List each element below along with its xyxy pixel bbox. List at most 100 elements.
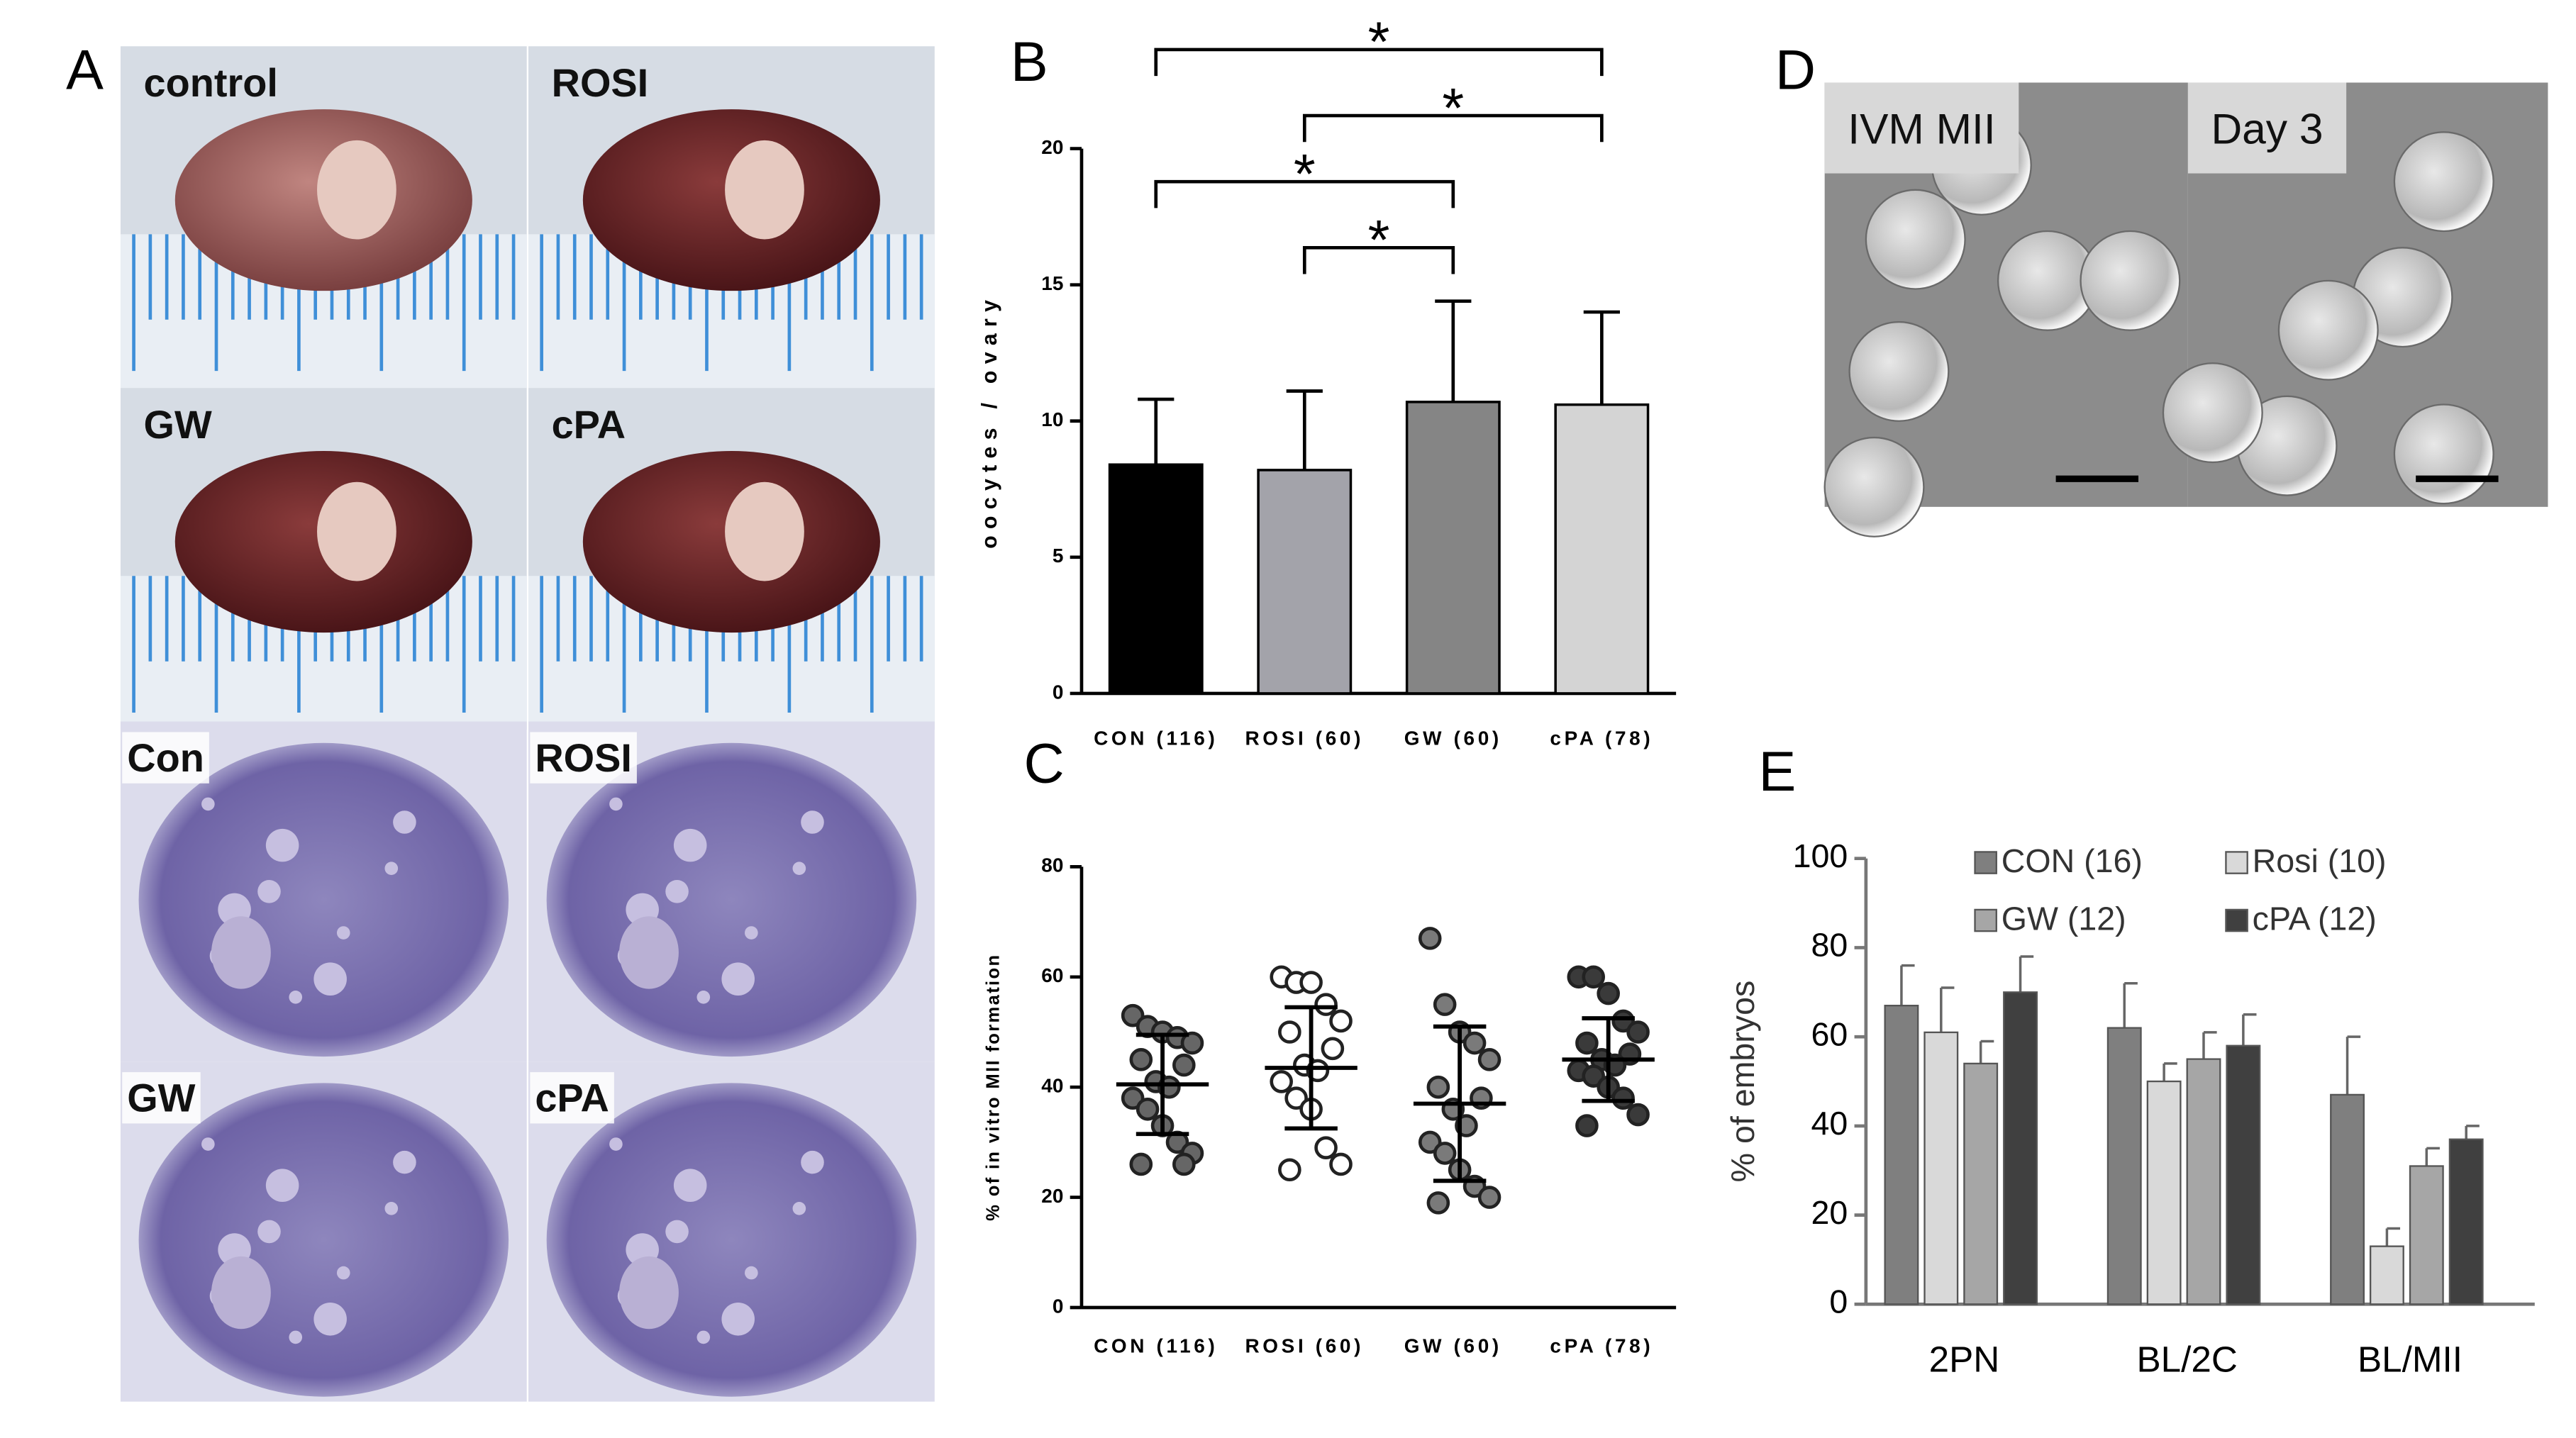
legend-swatch bbox=[2225, 851, 2248, 874]
follicle bbox=[673, 1169, 707, 1202]
follicle bbox=[313, 1303, 347, 1336]
follicle bbox=[801, 810, 824, 834]
ovary-section bbox=[546, 1083, 917, 1397]
x-tick-label: 2PN bbox=[1929, 1339, 2000, 1379]
micrograph-label: IVM MII bbox=[1848, 104, 1995, 152]
follicle bbox=[393, 1150, 416, 1174]
bar bbox=[2369, 1245, 2404, 1305]
panel-letter: A bbox=[66, 38, 104, 101]
legend-swatch bbox=[1974, 851, 1997, 874]
bar bbox=[2146, 1080, 2182, 1305]
data-point bbox=[1575, 1031, 1599, 1055]
oviduct bbox=[725, 140, 804, 240]
photo-label: GW bbox=[127, 1076, 195, 1120]
oviduct bbox=[725, 481, 804, 581]
follicle bbox=[609, 1137, 623, 1151]
x-tick-label: GW (60) bbox=[1404, 727, 1502, 749]
y-tick-label: 20 bbox=[1811, 1194, 1848, 1231]
follicle bbox=[792, 1202, 806, 1215]
oocyte bbox=[1823, 436, 1925, 537]
panel-letter: B bbox=[1011, 30, 1048, 93]
follicle bbox=[745, 926, 758, 940]
bar bbox=[1884, 1005, 1919, 1305]
corpus bbox=[619, 916, 679, 989]
legend-label: GW (12) bbox=[2002, 901, 2126, 937]
ovary-section bbox=[138, 1083, 509, 1397]
legend-swatch bbox=[1974, 908, 1997, 932]
follicle bbox=[289, 990, 303, 1004]
label-background bbox=[122, 732, 209, 784]
data-point bbox=[1278, 1158, 1301, 1182]
data-point bbox=[1433, 1142, 1457, 1165]
photo-label: ROSI bbox=[535, 735, 632, 780]
embryo bbox=[2162, 362, 2263, 464]
significance-bracket bbox=[1302, 113, 1604, 143]
follicle bbox=[696, 990, 711, 1004]
follicle bbox=[665, 880, 689, 903]
bar bbox=[2003, 991, 2038, 1305]
y-tick-label: 5 bbox=[1053, 545, 1064, 567]
follicle bbox=[721, 1303, 755, 1336]
x-tick-label: cPA (78) bbox=[1550, 1334, 1653, 1356]
data-point bbox=[1611, 1009, 1635, 1033]
label-background bbox=[122, 1072, 201, 1124]
follicle bbox=[201, 797, 215, 811]
embryo bbox=[2277, 279, 2379, 381]
y-tick-label: 0 bbox=[1053, 681, 1064, 703]
bar bbox=[1923, 1031, 1959, 1305]
follicle bbox=[257, 1220, 281, 1244]
follicle bbox=[265, 1169, 299, 1202]
x-tick-label: GW (60) bbox=[1404, 1334, 1502, 1356]
data-point bbox=[1121, 1003, 1145, 1027]
photo-label: Con bbox=[127, 735, 204, 780]
data-point bbox=[1121, 1086, 1145, 1110]
follicle bbox=[721, 962, 755, 996]
data-point bbox=[1597, 981, 1620, 1005]
significance-bracket bbox=[1154, 179, 1455, 208]
follicle bbox=[313, 962, 347, 996]
y-axis-label: % of in vitro MII formation bbox=[983, 954, 1003, 1221]
data-point bbox=[1278, 1020, 1301, 1044]
data-point bbox=[1270, 1070, 1293, 1093]
y-tick-label: 0 bbox=[1829, 1283, 1848, 1320]
y-tick-label: 15 bbox=[1041, 272, 1063, 294]
follicle bbox=[696, 1330, 711, 1344]
y-tick-label: 60 bbox=[1041, 964, 1063, 986]
follicle bbox=[393, 810, 416, 834]
oocyte bbox=[1865, 189, 1966, 290]
legend-label: Rosi (10) bbox=[2253, 842, 2387, 879]
x-tick-label: CON (116) bbox=[1094, 1334, 1218, 1356]
bar bbox=[2106, 1027, 2142, 1305]
panel-letter: D bbox=[1775, 38, 1816, 101]
photo-label: control bbox=[144, 60, 278, 105]
photo-label: ROSI bbox=[552, 60, 649, 105]
label-background bbox=[2187, 82, 2347, 174]
x-tick-label: ROSI (60) bbox=[1245, 1334, 1364, 1356]
follicle bbox=[665, 1220, 689, 1244]
data-point bbox=[1462, 1031, 1487, 1055]
data-point bbox=[1626, 1020, 1650, 1044]
data-point bbox=[1611, 1086, 1635, 1110]
bar bbox=[1257, 469, 1353, 695]
label-background bbox=[530, 1072, 614, 1124]
follicle bbox=[265, 828, 299, 862]
follicle bbox=[745, 1266, 758, 1280]
bar bbox=[2186, 1058, 2221, 1305]
x-tick-label: cPA (78) bbox=[1550, 727, 1653, 749]
data-point bbox=[1477, 1186, 1501, 1209]
photo-label: GW bbox=[144, 402, 212, 447]
embryo bbox=[2393, 131, 2494, 233]
bar bbox=[1963, 1062, 1999, 1305]
x-tick-label: BL/2C bbox=[2137, 1339, 2238, 1379]
follicle bbox=[384, 1202, 399, 1215]
y-tick-label: 20 bbox=[1041, 136, 1063, 158]
data-point bbox=[1172, 1053, 1196, 1077]
follicle bbox=[673, 828, 707, 862]
significance-label: * bbox=[1368, 208, 1390, 272]
data-point bbox=[1299, 971, 1323, 994]
significance-label: * bbox=[1294, 142, 1316, 205]
data-point bbox=[1418, 927, 1442, 950]
x-tick-label: CON (116) bbox=[1094, 727, 1218, 749]
